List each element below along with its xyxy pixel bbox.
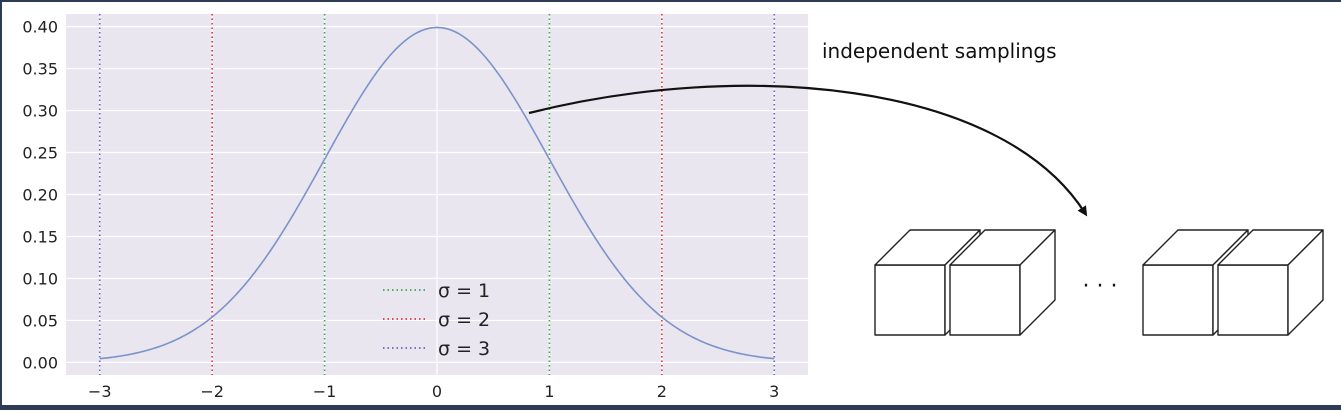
x-tick-label: 2 xyxy=(657,382,667,401)
x-tick-label: −3 xyxy=(88,382,112,401)
cube xyxy=(1217,229,1324,336)
x-axis-ticks: −3 −2 −1 0 1 2 3 xyxy=(88,382,779,401)
y-tick-label: 0.10 xyxy=(22,269,58,288)
cube-front-face xyxy=(1142,264,1214,336)
legend-label: σ = 1 xyxy=(438,280,490,302)
sample-cubes xyxy=(874,229,1324,336)
y-tick-label: 0.20 xyxy=(22,186,58,205)
x-tick-label: 1 xyxy=(544,382,554,401)
legend-label: σ = 2 xyxy=(438,309,490,331)
x-tick-label: −2 xyxy=(200,382,224,401)
x-tick-label: 0 xyxy=(432,382,442,401)
sampling-arrow xyxy=(528,84,1088,217)
window-border-top xyxy=(0,0,1341,2)
normal-distribution-chart: 0.000.050.100.150.200.250.300.350.40 −3−… xyxy=(22,14,808,401)
cube-front-face xyxy=(949,264,1021,336)
legend-label: σ = 3 xyxy=(438,338,490,360)
cube-front-face xyxy=(1217,264,1289,336)
annotation-label: independent samplings xyxy=(822,39,1057,63)
cube-side-face xyxy=(1019,229,1056,336)
y-tick-label: 0.05 xyxy=(22,311,58,330)
window-border-left xyxy=(0,0,2,410)
cube-side-face xyxy=(1287,229,1324,336)
y-tick-label: 0.40 xyxy=(22,18,58,37)
grid-lines xyxy=(66,14,808,375)
x-tick-label: 3 xyxy=(769,382,779,401)
y-tick-label: 0.15 xyxy=(22,227,58,246)
gaussian-curve xyxy=(99,26,775,360)
legend: σ = 1 σ = 2 σ = 3 xyxy=(383,280,490,360)
cube-front-face xyxy=(874,264,946,336)
cube xyxy=(949,229,1056,336)
y-tick-label: 0.25 xyxy=(22,144,58,163)
window-border-bottom xyxy=(0,405,1341,410)
y-tick-label: 0.35 xyxy=(22,60,58,79)
ellipsis: · · · xyxy=(1083,274,1118,299)
y-tick-label: 0.00 xyxy=(22,353,58,372)
sigma-lines xyxy=(98,14,776,375)
y-tick-label: 0.30 xyxy=(22,102,58,121)
y-axis-ticks: 0.00 0.05 0.10 0.15 0.20 0.25 0.30 0.35 0.40 xyxy=(22,18,58,373)
x-tick-label: −1 xyxy=(313,382,337,401)
